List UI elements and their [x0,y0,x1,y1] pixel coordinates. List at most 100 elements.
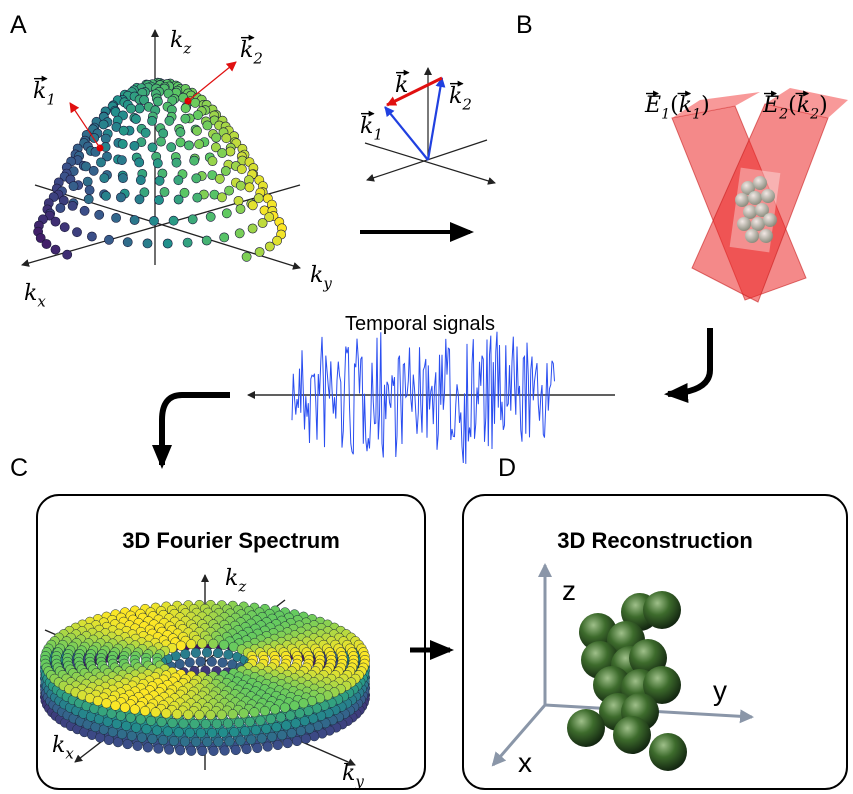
k-space-point [217,193,226,202]
spectrum-point [280,703,290,713]
spectrum-point [180,737,190,747]
math-part: 1 [46,91,56,109]
math-part: k [24,281,37,306]
math-part: 1 [661,106,670,122]
k-space-point [141,128,150,137]
k-space-point [148,143,157,152]
spectrum-point [154,744,164,754]
spectrum-point [218,728,228,738]
k-space-point [192,126,201,135]
k-space-point [220,233,229,242]
math-part: z [182,40,191,58]
spectrum-point [290,701,300,711]
k-space-point [193,193,202,202]
spectrum-point [202,648,212,658]
spectrum-point [168,718,178,728]
k-space-point [104,235,113,244]
k-space-point [245,183,254,192]
spectrum-point [137,733,147,743]
spectrum-point [260,706,270,716]
k-space-point [155,176,164,185]
k-space-point [80,206,89,215]
math-part: k [52,733,65,758]
math-part: k [449,84,462,109]
k-space-point [222,134,231,143]
math-part: k [33,79,46,104]
k-space-point [167,143,176,152]
spectrum-point [146,716,156,726]
spectrum-point [201,719,211,729]
panel-label: D [498,454,516,482]
spectrum-point [157,717,167,727]
wave-vector [385,107,428,160]
math-part: k [797,93,810,118]
reconstructed-particle [613,716,651,754]
k-space-point [174,176,183,185]
spectrum-point [228,709,238,719]
math-part: 2 [778,106,788,122]
spectrum-point [179,719,189,729]
spectrum-point [120,703,130,713]
particle [759,229,773,243]
spectrum-point [176,641,186,651]
k-space-point [100,174,109,183]
panel-label: C [10,454,28,482]
k-space-point [96,158,105,167]
spectrum-point [185,658,195,668]
process-arrow [668,328,710,394]
spectrum-point [212,719,222,729]
k-space-point [135,195,144,204]
k-space-point [51,245,60,254]
spectrum-point [209,639,219,649]
k-space-point [190,156,199,165]
spectrum-point [240,726,250,736]
spectrum-point [256,716,266,726]
k-space-point [149,216,158,225]
wave-vector [188,62,236,101]
k-space-point [143,239,152,248]
k-space-point [181,114,190,123]
k-space-point [221,166,230,175]
spectrum-point [164,745,174,755]
k-space-point [188,215,197,224]
axis-label: z [562,575,576,606]
k-space-point [226,147,235,156]
math-part: 1 [373,126,383,144]
k-space-point [248,224,257,233]
k-space-point [203,121,212,130]
wave-vector [428,78,442,160]
spectrum-point [214,737,224,747]
spectrum-point [250,708,260,718]
k-space-point [85,186,94,195]
math-part: E [762,93,779,118]
temporal-signal [292,332,555,464]
process-arrow [162,395,230,465]
math-part: 2 [461,96,472,114]
spectrum-point [175,746,185,756]
k-space-point [153,159,162,168]
k-space-point [248,201,257,210]
k-space-point [212,133,221,142]
k-space-point [195,140,204,149]
spectrum-point [136,715,146,725]
spectrum-point [93,696,103,706]
vector-label: k [395,73,408,98]
vector-label: k1 [360,114,383,144]
math-part: ( [670,93,679,118]
k-space-point [193,111,202,120]
k-space-point [181,104,190,113]
spectrum-point [245,717,255,727]
spectrum-point [270,705,280,715]
spectrum-point [263,742,273,752]
k-space-point [135,158,144,167]
spectrum-point [272,722,282,732]
spectrum-point [217,710,227,720]
spectrum-point [239,709,249,719]
k-space-point [84,195,93,204]
k-space-point [99,120,108,129]
spectrum-point [163,727,173,737]
k-space-point [83,177,92,186]
spectrum-point [218,658,228,668]
spectrum-point [257,734,267,744]
math-part: ( [788,93,797,118]
